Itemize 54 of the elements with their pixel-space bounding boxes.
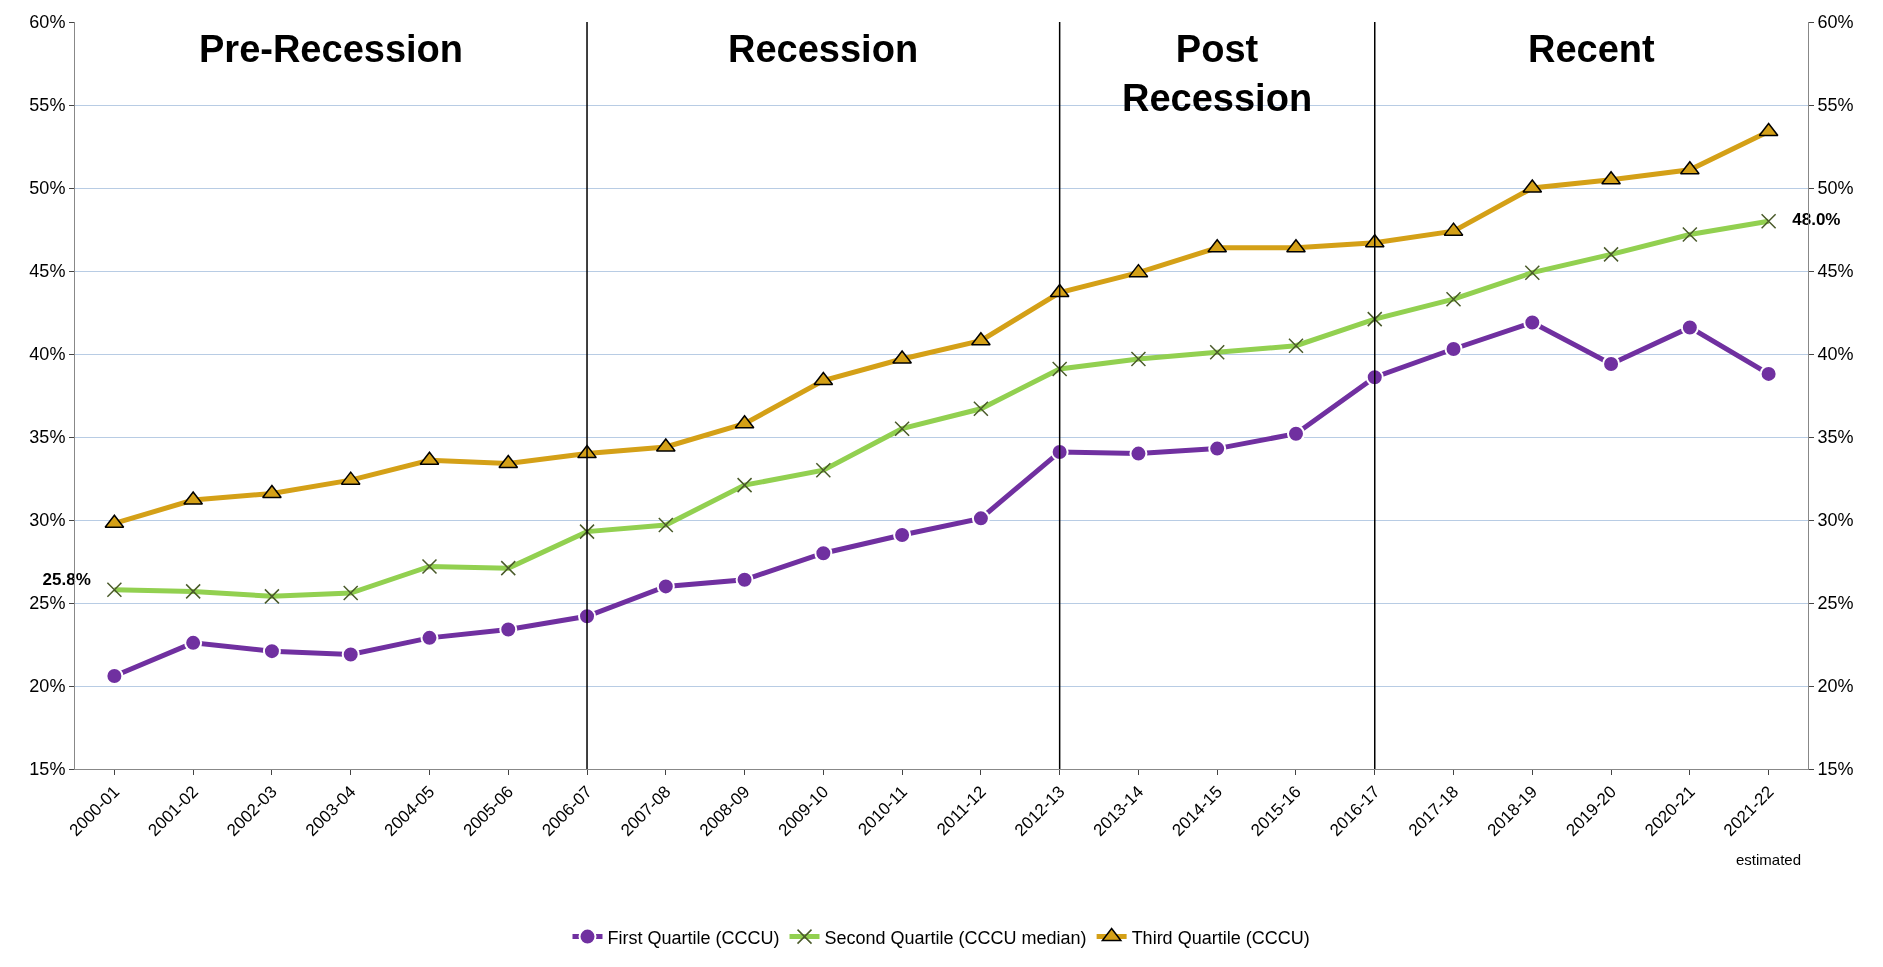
point <box>1129 444 1148 463</box>
point <box>420 628 439 647</box>
point <box>971 509 990 528</box>
point <box>1128 263 1149 278</box>
annotation: 25.8% <box>42 570 91 590</box>
y-tick-label: 30% <box>29 510 66 531</box>
y2-tick-label: 50% <box>1817 178 1854 199</box>
point <box>735 570 754 589</box>
y2-tick-label: 45% <box>1817 261 1854 282</box>
point <box>262 642 281 661</box>
y2-tick-label: 30% <box>1817 510 1854 531</box>
point <box>814 544 833 563</box>
point <box>104 514 125 529</box>
annotation: Pre-Recession <box>199 28 464 70</box>
y-tick-label: 60% <box>29 12 66 33</box>
y-tick-label: 15% <box>29 759 66 780</box>
text: estimated <box>1736 851 1802 868</box>
y-tick-label: 35% <box>29 427 66 448</box>
y2-tick-label: 60% <box>1817 12 1854 33</box>
point <box>261 484 282 499</box>
y2-tick-label: 15% <box>1817 759 1854 780</box>
annotation: Recession <box>728 28 919 70</box>
legend-label: Third Quartile (CCCU) <box>1131 927 1310 948</box>
legend-label: First Quartile (CCCU) <box>607 927 780 948</box>
y-tick-label: 55% <box>29 95 66 116</box>
point <box>184 633 203 652</box>
point <box>1286 424 1305 443</box>
y2-tick-label: 35% <box>1817 427 1854 448</box>
point <box>341 645 360 664</box>
y-tick-label: 50% <box>29 178 66 199</box>
point <box>656 577 675 596</box>
point <box>734 414 755 429</box>
point <box>498 454 519 469</box>
y-tick-label: 20% <box>29 676 66 697</box>
point <box>813 371 834 386</box>
legend-label: Second Quartile (CCCU median) <box>824 927 1087 948</box>
point <box>1679 160 1700 175</box>
y-tick-label: 25% <box>29 593 66 614</box>
y2-tick-label: 25% <box>1817 593 1854 614</box>
point <box>1758 122 1779 137</box>
point <box>1680 318 1699 337</box>
annotation: Post Recession <box>1122 28 1313 120</box>
point <box>499 620 518 639</box>
y-tick-label: 40% <box>29 344 66 365</box>
y2-tick-label: 55% <box>1817 95 1854 116</box>
annotation: Recent <box>1528 28 1656 70</box>
point <box>1601 170 1622 185</box>
point <box>1523 313 1542 332</box>
y2-tick-label: 40% <box>1817 344 1854 365</box>
point <box>970 331 991 346</box>
annotation: 48.0% <box>1792 210 1841 230</box>
point <box>1208 439 1227 458</box>
y2-tick-label: 20% <box>1817 676 1854 697</box>
y-tick-label: 45% <box>29 261 66 282</box>
